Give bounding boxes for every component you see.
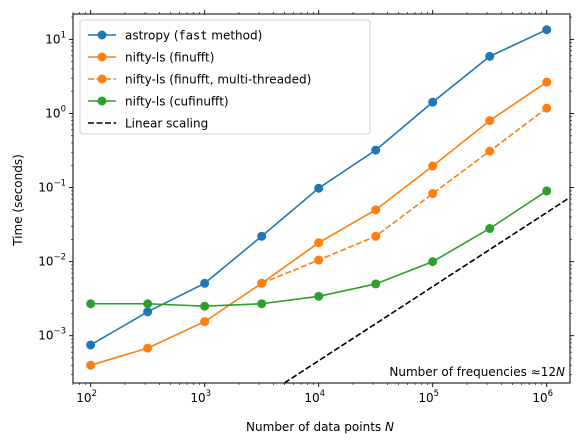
plot-frame [72, 13, 571, 384]
legend-entry: Linear scaling [88, 117, 208, 131]
frequency-annotation: Number of frequencies ≈12N [389, 365, 565, 379]
data-point [200, 317, 210, 327]
legend-marker [97, 74, 107, 84]
data-point [200, 301, 210, 311]
x-tick-label: 105 [418, 389, 439, 405]
data-point [314, 255, 324, 265]
data-point [143, 299, 153, 309]
legend-label: Linear scaling [125, 117, 208, 131]
legend-label: nifty-ls (cufinufft) [125, 95, 229, 109]
data-point [371, 205, 381, 215]
axes-layer: 102 103 104 105 106 10−3 10−2 10−1 100 101 [38, 10, 574, 405]
data-point [371, 231, 381, 241]
data-point [86, 299, 96, 309]
y-tick-label: 10−2 [38, 253, 66, 269]
data-point [314, 183, 324, 193]
data-point [485, 223, 495, 233]
data-point [86, 360, 96, 370]
series-line [261, 107, 548, 285]
legend-marker [97, 52, 107, 62]
x-tick-label: 102 [76, 389, 97, 405]
data-point [542, 77, 552, 87]
legend-entry: nifty-ls (cufinufft) [88, 95, 229, 109]
data-point [257, 231, 267, 241]
data-point [86, 340, 96, 350]
data-point [314, 291, 324, 301]
series-3 [86, 186, 552, 311]
legend-entry: astropy (fast method) [88, 29, 262, 43]
data-point [542, 25, 552, 35]
data-point [428, 97, 438, 107]
series-2 [257, 103, 552, 288]
data-point [428, 161, 438, 171]
x-tick-label: 103 [190, 389, 211, 405]
y-tick-label: 10−1 [38, 179, 66, 195]
legend-marker [97, 30, 107, 40]
data-point [485, 116, 495, 126]
data-point [371, 145, 381, 155]
data-point [428, 257, 438, 267]
legend-entry: nifty-ls (finufft) [88, 51, 214, 65]
data-point [257, 299, 267, 309]
legend-entry: nifty-ls (finufft, multi-threaded) [88, 73, 311, 87]
data-point [314, 238, 324, 248]
y-tick-label: 100 [45, 104, 66, 120]
legend-box [79, 19, 371, 135]
x-tick-label: 104 [304, 389, 325, 405]
data-point [143, 307, 153, 317]
x-tick-label: 106 [532, 389, 553, 405]
data-point [542, 186, 552, 196]
series-4 [283, 196, 570, 383]
data-point [200, 278, 210, 288]
legend-marker [97, 96, 107, 106]
legend-label: nifty-ls (finufft, multi-threaded) [125, 73, 311, 87]
series-layer [86, 25, 570, 383]
series-line [283, 196, 570, 383]
legend-label: nifty-ls (finufft) [125, 51, 214, 65]
legend-label: astropy (fast method) [125, 29, 262, 43]
series-0 [86, 25, 552, 350]
data-point [485, 146, 495, 156]
data-point [428, 189, 438, 199]
y-tick-label: 101 [45, 30, 66, 46]
data-point [485, 51, 495, 61]
data-point [257, 278, 267, 288]
data-point [143, 343, 153, 353]
y-axis-label: Time (seconds) [11, 154, 25, 247]
y-tick-label: 10−3 [38, 327, 66, 343]
legend: astropy (fast method) nifty-ls (finufft) n… [79, 19, 371, 135]
x-axis-label: Number of data points N [246, 420, 394, 434]
data-point [371, 279, 381, 289]
annotation-layer: Number of frequencies ≈12N [389, 365, 565, 379]
data-point [542, 103, 552, 113]
